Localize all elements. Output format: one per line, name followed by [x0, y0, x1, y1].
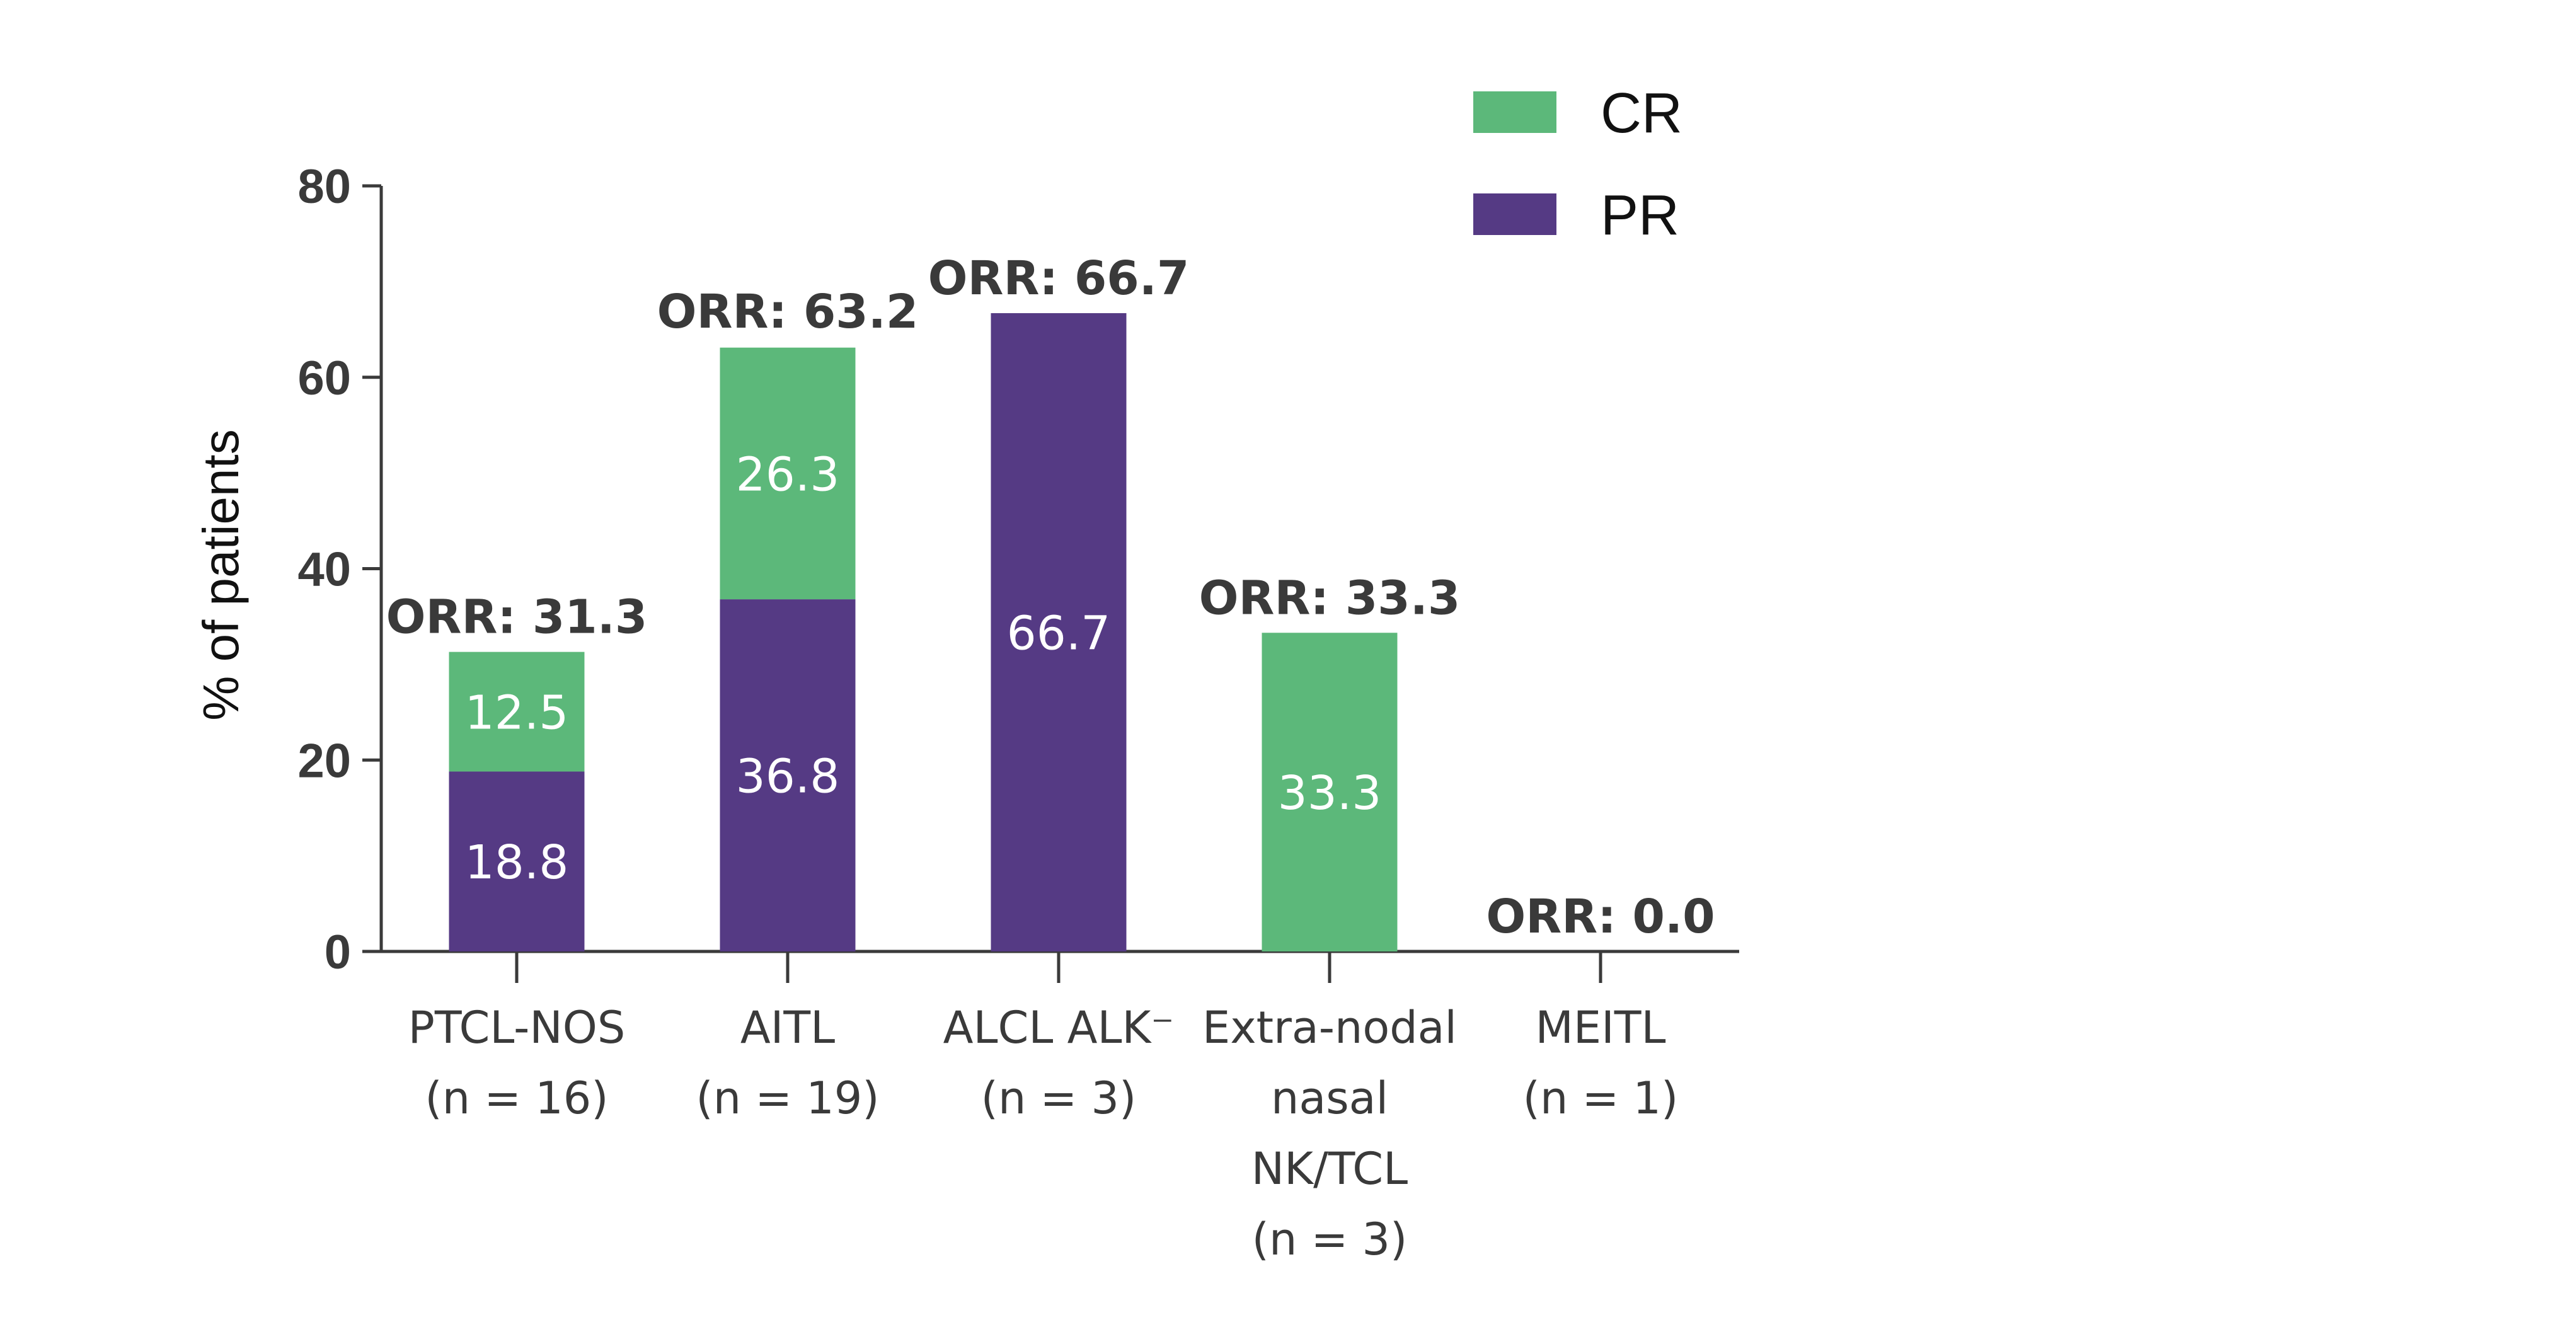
- x-tick-label-line: (n = 3): [981, 1072, 1137, 1124]
- bar-cr: [449, 652, 585, 772]
- x-tick-label: ALCL ALK⁻ (n = 3): [943, 1002, 1175, 1124]
- legend-label-pr: PR: [1601, 184, 1679, 247]
- bar-pr: [991, 313, 1127, 951]
- total-label: ORR: 63.2: [657, 285, 919, 339]
- x-tick-label-line: MEITL: [1535, 1002, 1665, 1054]
- data-label-cr: 26.3: [736, 447, 840, 502]
- total-label: ORR: 66.7: [928, 251, 1190, 306]
- bar-cr: [1262, 633, 1398, 951]
- data-label-cr: 12.5: [465, 686, 569, 740]
- y-tick-label: 60: [297, 352, 351, 405]
- x-tick-label: Extra-nodal nasal NK/TCL (n = 3): [1202, 1002, 1457, 1265]
- legend-label-cr: CR: [1601, 82, 1682, 145]
- bar-cr: [720, 347, 856, 600]
- data-label-cr: 33.3: [1278, 766, 1382, 820]
- axes: 0 20 40 60 80 % of patients PTCL-NOS (n = 16) AI…: [193, 160, 1739, 1265]
- data-label-pr: 36.8: [736, 750, 840, 804]
- y-axis-title: % of patients: [193, 429, 249, 721]
- data-label-pr: 66.7: [1007, 606, 1111, 660]
- x-tick-label-line: (n = 16): [425, 1072, 608, 1124]
- total-label: ORR: 0.0: [1486, 890, 1715, 944]
- legend-swatch-cr: [1473, 91, 1556, 133]
- x-tick-label-line: (n = 1): [1523, 1072, 1679, 1124]
- x-tick-label-line: PTCL-NOS: [408, 1002, 626, 1054]
- total-label: ORR: 33.3: [1199, 571, 1461, 625]
- bar-pr: [720, 599, 856, 951]
- x-tick-label: AITL (n = 19): [696, 1002, 879, 1124]
- legend-swatch-pr: [1473, 193, 1556, 235]
- x-tick-label: MEITL (n = 1): [1523, 1002, 1679, 1124]
- x-tick-label-line: (n = 3): [1252, 1214, 1408, 1265]
- y-tick-label: 80: [297, 160, 351, 214]
- x-tick-label-line: AITL: [740, 1002, 835, 1054]
- legend: CR PR: [1473, 82, 1682, 247]
- x-tick-label-line: (n = 19): [696, 1072, 879, 1124]
- bars: [449, 313, 1398, 951]
- x-tick-label-line: NK/TCL: [1251, 1143, 1408, 1195]
- labels: 18.8 12.5 ORR: 31.3 36.8 26.3 ORR: 63.2 66.7 OR…: [386, 251, 1715, 944]
- x-tick-label-line: Extra-nodal: [1202, 1002, 1457, 1054]
- y-tick-label: 20: [297, 734, 351, 788]
- x-tick-label: PTCL-NOS (n = 16): [408, 1002, 626, 1124]
- y-tick-label: 40: [297, 543, 351, 597]
- y-tick-label: 0: [325, 926, 351, 979]
- bar-pr: [449, 771, 585, 951]
- total-label: ORR: 31.3: [386, 590, 648, 645]
- data-label-pr: 18.8: [465, 836, 569, 890]
- x-tick-label-line: nasal: [1271, 1072, 1388, 1124]
- x-tick-label-line: ALCL ALK⁻: [943, 1002, 1175, 1054]
